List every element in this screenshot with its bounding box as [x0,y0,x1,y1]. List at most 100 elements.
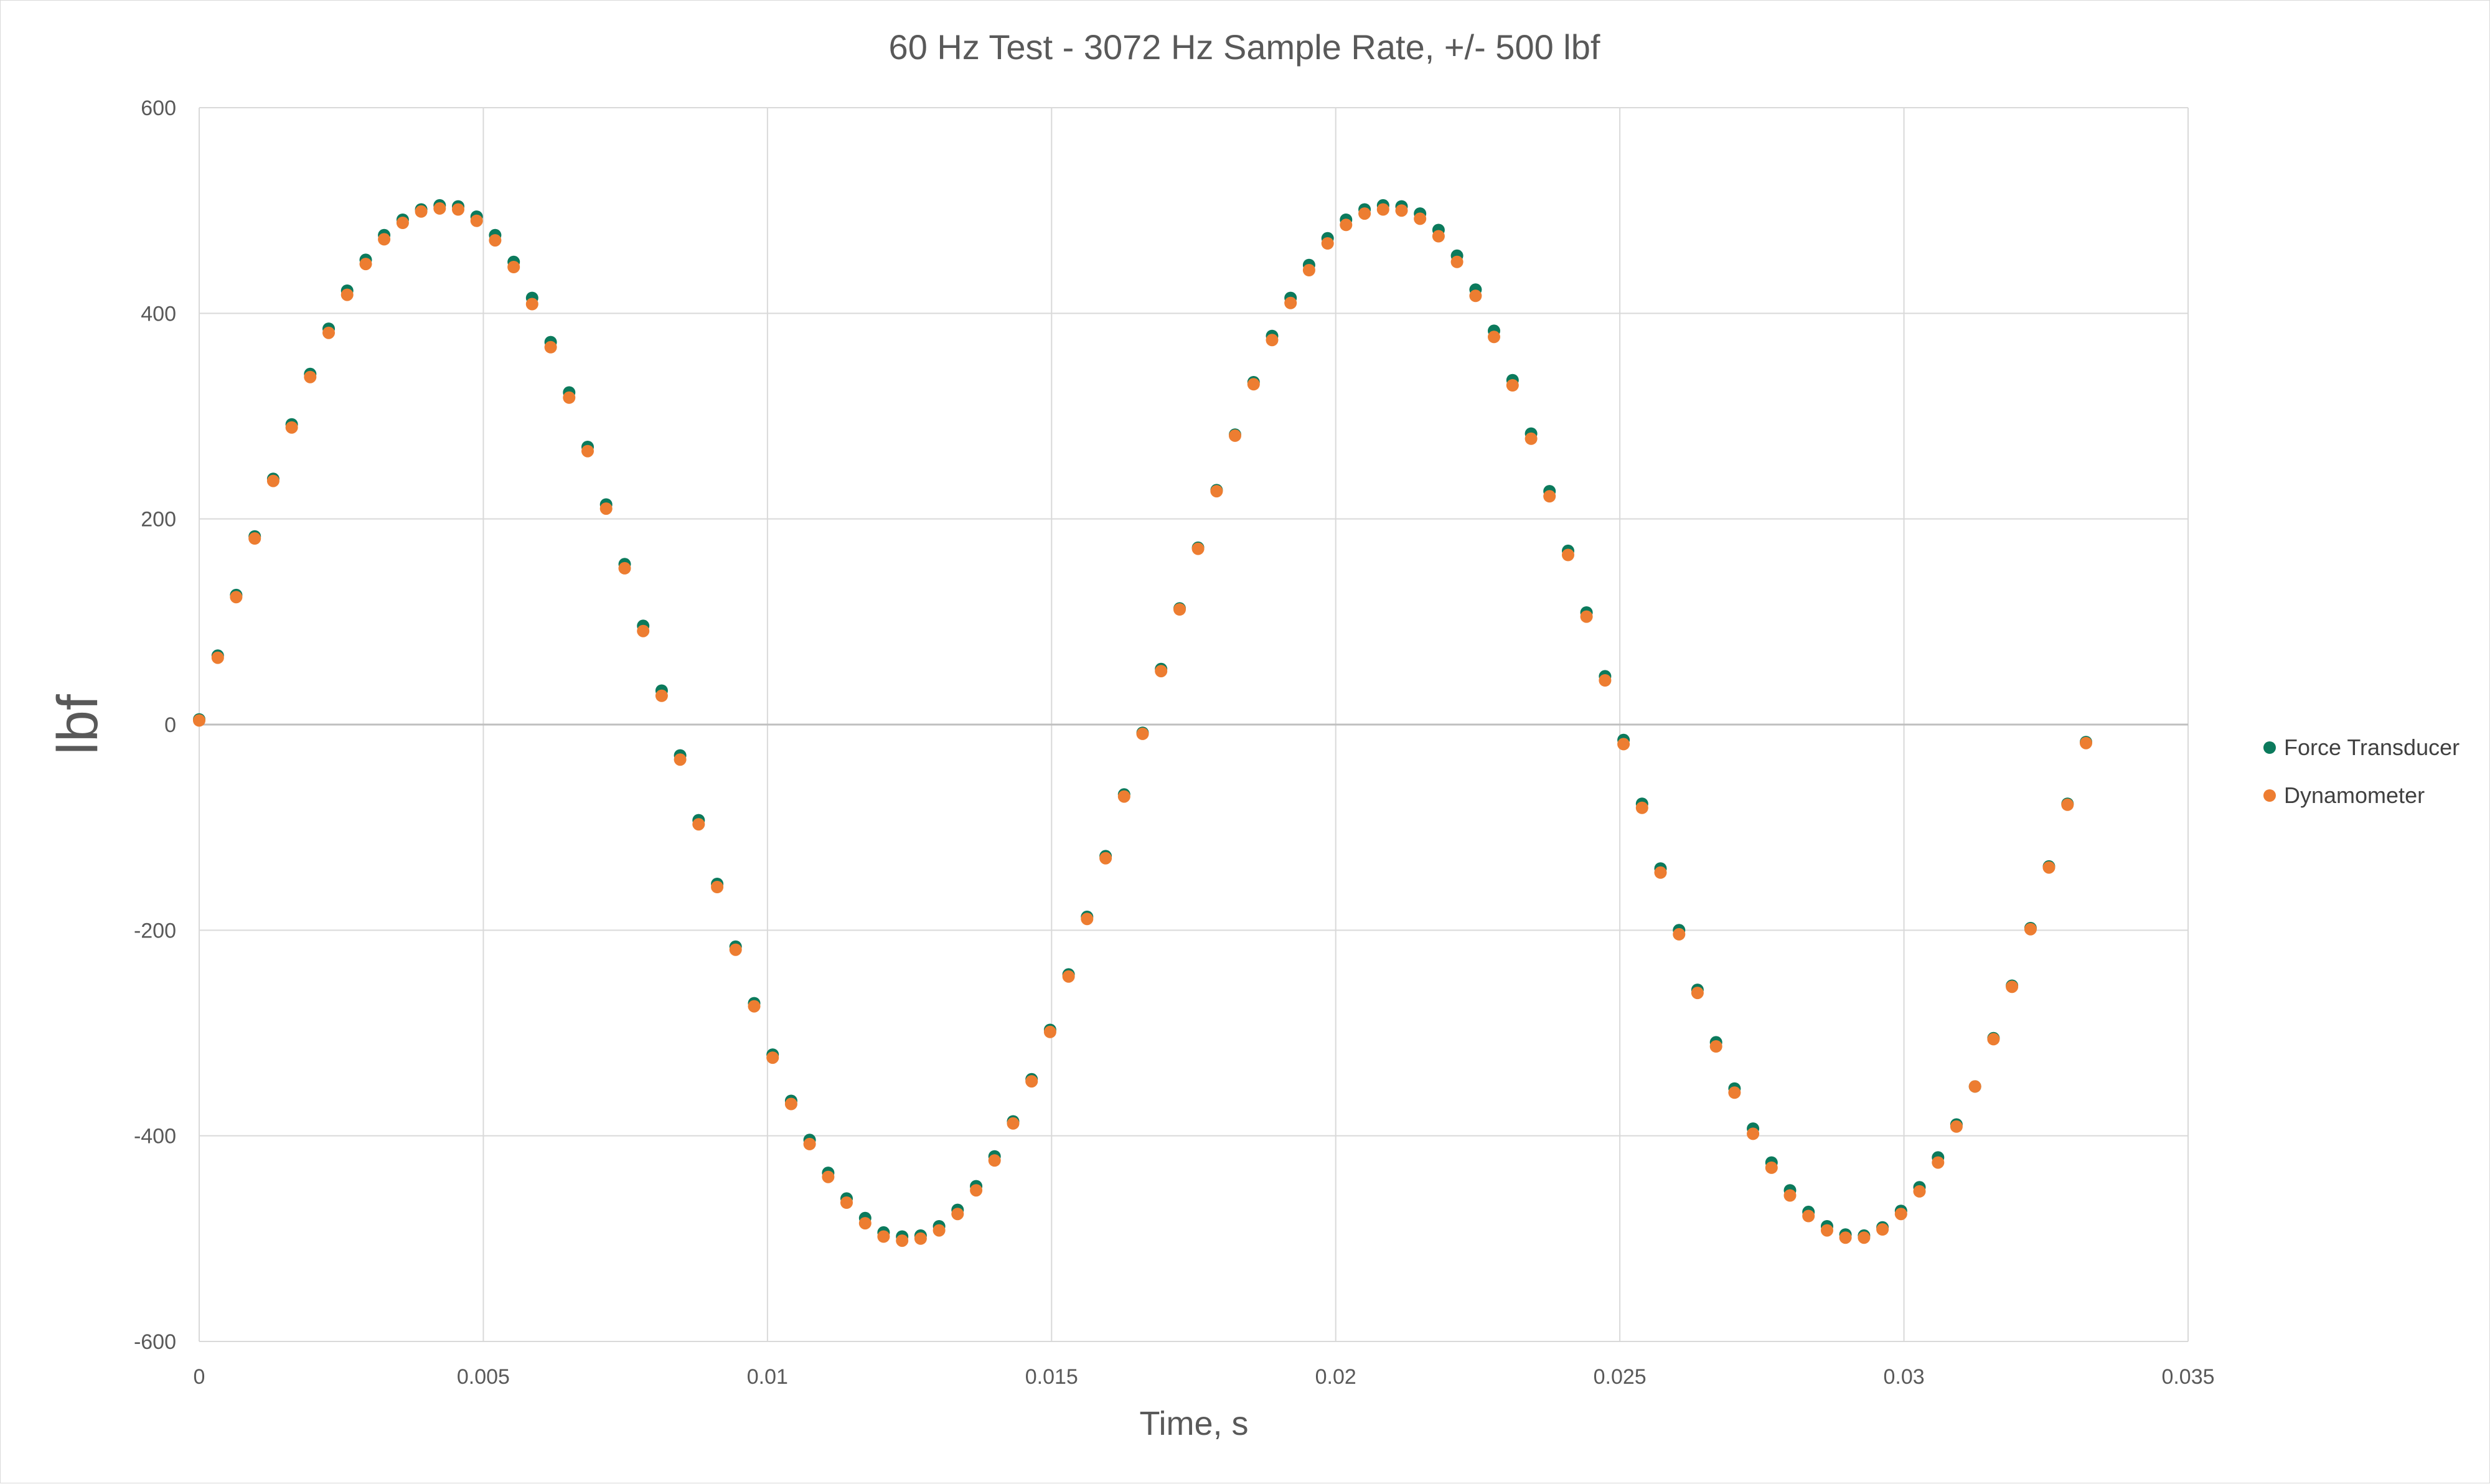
data-point [2006,980,2019,993]
data-point [1414,212,1427,225]
data-point [1654,866,1667,879]
data-point [525,298,538,311]
x-tick-label: 0.03 [1883,1365,1924,1389]
data-point [1728,1086,1741,1099]
data-point [1950,1120,1963,1133]
data-point [914,1232,927,1245]
data-point [1395,204,1408,217]
data-point [1488,331,1500,344]
y-tick-label: 200 [141,508,176,532]
data-point [1858,1231,1871,1244]
data-point [1099,852,1112,865]
data-point [266,474,280,487]
data-point [933,1224,946,1237]
tick-labels: 0 0.005 0.01 0.015 0.02 0.025 0.03 0.035 -600 -40… [134,96,2215,1389]
data-point [877,1230,890,1243]
x-axis-title: Time, s [1140,1405,1249,1442]
series-dynamometer [193,202,2092,1247]
data-point [858,1217,872,1230]
data-point [1062,970,1075,983]
data-point [1284,296,1297,309]
data-point [1155,665,1168,678]
data-point [1783,1189,1797,1202]
data-point [766,1051,779,1064]
data-point [896,1234,909,1247]
x-tick-label: 0.025 [1594,1365,1647,1389]
data-point [285,421,298,434]
data-point [1191,542,1205,555]
data-point [803,1137,816,1150]
x-tick-label: 0.035 [2161,1365,2214,1389]
data-points [193,199,2092,1247]
data-point [433,202,446,215]
data-point [1525,432,1538,445]
series-force-transducer [193,199,2092,1243]
data-point [2024,923,2037,936]
data-point [211,651,224,664]
data-point [1894,1208,1907,1221]
y-tick-label: 600 [141,96,176,120]
data-point [655,689,668,702]
data-point [822,1170,835,1183]
data-point [470,214,483,227]
data-point [674,753,687,766]
data-point [1747,1127,1760,1140]
data-point [1247,378,1260,391]
data-point [711,881,724,893]
legend-label: Dynamometer [2284,782,2425,808]
data-point [1117,790,1130,803]
x-tick-label: 0.005 [457,1365,510,1389]
data-point [970,1184,983,1197]
data-point [452,203,464,216]
data-point [396,217,409,229]
x-tick-label: 0.02 [1315,1365,1356,1389]
data-point [1302,264,1315,276]
y-axis-title: lbf [46,694,110,755]
data-point [1229,429,1241,442]
x-tick-label: 0.015 [1025,1365,1078,1389]
data-point [581,444,594,458]
data-point [1968,1080,1981,1093]
data-point [1580,610,1593,623]
data-point [1210,485,1223,498]
data-point [1358,207,1371,220]
data-point [378,233,391,246]
data-point [618,561,631,575]
data-point [193,714,205,727]
data-point [322,326,335,339]
data-point [1469,289,1482,303]
x-tick-label: 0 [194,1365,205,1389]
data-point [1821,1224,1833,1237]
data-point [748,1000,761,1013]
data-point [1432,230,1445,243]
data-point [1043,1025,1056,1038]
data-point [840,1196,853,1209]
data-point [1635,801,1648,814]
data-point [1340,218,1353,232]
legend: Force Transducer Dynamometer [2263,735,2459,808]
chart-title: 60 Hz Test - 3072 Hz Sample Rate, +/- 50… [889,27,1600,67]
data-point [1709,1040,1722,1053]
data-point [1839,1231,1852,1244]
y-tick-label: -400 [134,1125,176,1148]
data-point [2042,861,2055,874]
data-point [2080,736,2092,749]
data-point [230,591,243,604]
data-point [507,261,520,273]
data-point [1266,334,1279,347]
data-point [1376,203,1389,216]
data-point [1932,1156,1945,1169]
data-point [1136,727,1149,740]
data-point [1025,1075,1038,1088]
data-point [359,258,372,271]
legend-marker [2263,789,2276,802]
data-point [1673,928,1686,941]
data-point [1007,1117,1020,1130]
data-point [544,340,557,354]
legend-marker [2263,741,2276,754]
data-point [415,205,428,218]
data-point [951,1208,964,1221]
data-point [1506,379,1519,392]
